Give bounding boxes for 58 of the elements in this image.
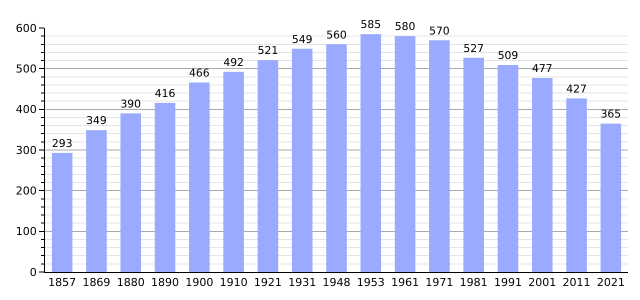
x-tick-label: 1921	[254, 276, 282, 290]
x-tick-label: 1971	[425, 276, 454, 290]
x-tick-label: 2021	[596, 276, 625, 290]
x-tick-label: 1991	[494, 276, 522, 290]
data-label: 365	[600, 108, 622, 121]
x-tick-label: 1880	[116, 276, 145, 290]
bar	[154, 102, 176, 272]
data-label: 570	[429, 24, 450, 38]
data-label: 477	[532, 62, 553, 76]
x-tick-label: 1948	[322, 276, 350, 290]
x-tick-label: 1857	[48, 276, 76, 290]
bar	[258, 60, 278, 272]
data-label: 466	[189, 66, 210, 80]
bar	[86, 130, 107, 272]
y-tick-label: 600	[16, 22, 37, 35]
y-tick-label: 100	[16, 225, 37, 238]
data-label: 390	[120, 97, 142, 110]
bar	[292, 48, 312, 272]
bar	[566, 98, 587, 272]
data-label: 549	[292, 32, 313, 46]
y-tick-label: 0	[30, 266, 37, 279]
y-tick-label: 300	[16, 144, 37, 157]
bar	[360, 34, 382, 272]
x-tick-label: 1890	[151, 276, 180, 290]
x-tick-label: 1910	[220, 276, 248, 290]
data-label: 509	[498, 49, 518, 62]
x-tick-label: 1961	[391, 276, 420, 290]
bar	[600, 124, 622, 272]
bar	[532, 78, 553, 272]
y-tick-label: 200	[16, 184, 37, 198]
bar	[429, 40, 450, 272]
x-tick-label: 1953	[356, 276, 385, 290]
bar	[120, 113, 142, 272]
data-label: 521	[258, 44, 278, 58]
x-tick-label: 1981	[460, 276, 488, 290]
data-label: 427	[566, 82, 587, 96]
x-tick-label: 2011	[562, 276, 591, 290]
bar	[394, 36, 416, 272]
y-tick-label: 500	[16, 62, 37, 76]
bar	[189, 82, 210, 272]
bar	[52, 152, 72, 272]
data-label: 416	[154, 86, 176, 100]
data-label: 492	[223, 56, 244, 69]
data-label: 527	[463, 42, 484, 55]
bar	[463, 58, 484, 272]
y-tick-label: 400	[16, 103, 37, 116]
data-label: 585	[360, 18, 382, 32]
bar	[498, 65, 518, 272]
data-label: 580	[394, 20, 416, 34]
x-tick-label: 2001	[528, 276, 556, 290]
bar	[223, 72, 244, 272]
data-label: 293	[52, 136, 72, 150]
bar	[326, 44, 347, 272]
x-tick-label: 1900	[185, 276, 214, 290]
x-tick-label: 1931	[288, 276, 316, 290]
data-label: 349	[86, 114, 107, 128]
x-tick-label: 1869	[82, 276, 110, 290]
data-label: 560	[326, 28, 347, 42]
